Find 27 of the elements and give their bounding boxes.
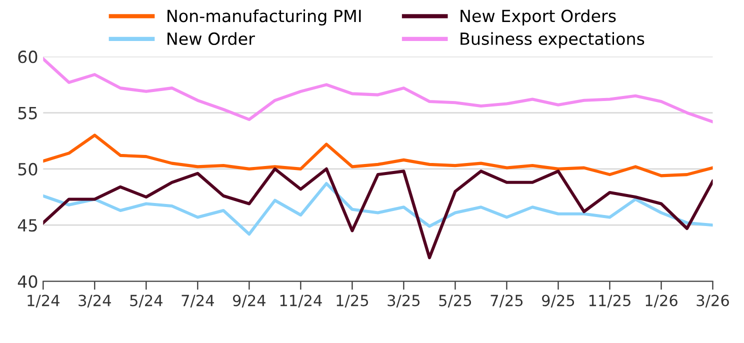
y-tick-label: 45 bbox=[18, 219, 37, 232]
x-tick-label: 1/26 bbox=[646, 294, 678, 308]
x-tick-label: 5/25 bbox=[439, 294, 472, 308]
y-tick-label: 40 bbox=[18, 275, 38, 288]
legend-label: New Order bbox=[168, 32, 255, 46]
legend-label: New Export Orders bbox=[460, 9, 616, 26]
y-tick-label: 60 bbox=[18, 50, 38, 64]
x-tick-label: 11/25 bbox=[589, 294, 630, 308]
x-tick-label: 1/24 bbox=[28, 294, 60, 308]
x-tick-label: 7/24 bbox=[182, 294, 214, 308]
y-tick-label: 50 bbox=[18, 162, 38, 176]
line-series bbox=[43, 57, 713, 124]
y-tick-label: 55 bbox=[18, 106, 37, 120]
x-tick-label: 9/25 bbox=[542, 294, 574, 308]
x-tick-label: 11/24 bbox=[280, 294, 322, 308]
line-series bbox=[43, 182, 713, 236]
line-series bbox=[43, 134, 713, 178]
legend-label: Business expectations bbox=[460, 32, 644, 48]
legend-label: Non-manufacturing PMI bbox=[168, 9, 361, 26]
x-tick-label: 9/24 bbox=[232, 294, 266, 308]
x-tick-label: 3/25 bbox=[388, 294, 420, 308]
x-tick-label: 3/24 bbox=[78, 294, 111, 308]
x-tick-label: 7/25 bbox=[490, 294, 523, 308]
x-tick-label: 5/24 bbox=[130, 294, 162, 308]
line-series bbox=[43, 167, 713, 260]
x-tick-label: 3/26 bbox=[696, 294, 729, 308]
x-tick-label: 1/25 bbox=[336, 294, 368, 308]
